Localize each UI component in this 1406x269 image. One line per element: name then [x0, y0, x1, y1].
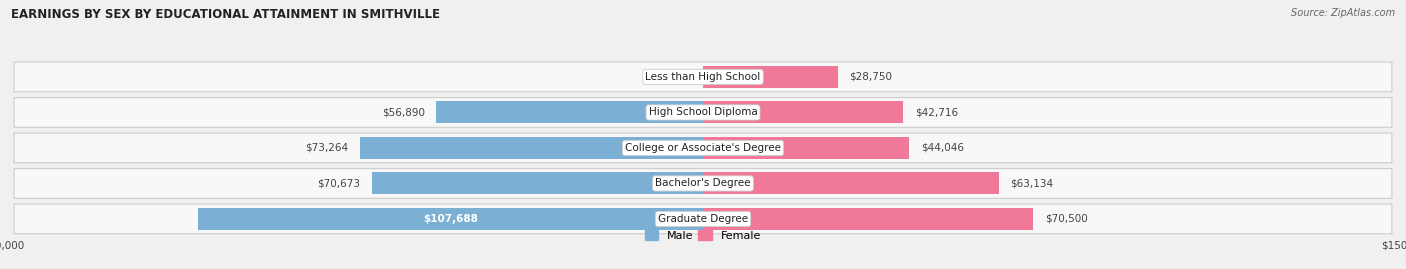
FancyBboxPatch shape [14, 62, 1392, 92]
Bar [198, 208, 703, 230]
Text: College or Associate's Degree: College or Associate's Degree [626, 143, 780, 153]
FancyBboxPatch shape [14, 204, 1392, 234]
Text: $44,046: $44,046 [921, 143, 965, 153]
Bar [703, 101, 903, 123]
Text: $56,890: $56,890 [381, 107, 425, 118]
Bar [703, 137, 910, 159]
Bar [703, 66, 838, 88]
Bar [436, 101, 703, 123]
Bar [360, 137, 703, 159]
Text: $42,716: $42,716 [915, 107, 957, 118]
FancyBboxPatch shape [14, 169, 1392, 198]
FancyBboxPatch shape [14, 133, 1392, 163]
Bar [703, 172, 998, 194]
Text: EARNINGS BY SEX BY EDUCATIONAL ATTAINMENT IN SMITHVILLE: EARNINGS BY SEX BY EDUCATIONAL ATTAINMEN… [11, 8, 440, 21]
Bar [371, 172, 703, 194]
Text: High School Diploma: High School Diploma [648, 107, 758, 118]
Legend: Male, Female: Male, Female [641, 226, 765, 245]
Text: $0: $0 [678, 72, 692, 82]
Text: Less than High School: Less than High School [645, 72, 761, 82]
Text: $70,673: $70,673 [318, 178, 360, 189]
Text: $63,134: $63,134 [1011, 178, 1053, 189]
Text: $73,264: $73,264 [305, 143, 347, 153]
Text: Graduate Degree: Graduate Degree [658, 214, 748, 224]
FancyBboxPatch shape [14, 98, 1392, 127]
Text: $70,500: $70,500 [1045, 214, 1088, 224]
Bar [703, 208, 1033, 230]
Text: Bachelor's Degree: Bachelor's Degree [655, 178, 751, 189]
Text: $28,750: $28,750 [849, 72, 893, 82]
Text: $107,688: $107,688 [423, 214, 478, 224]
Text: Source: ZipAtlas.com: Source: ZipAtlas.com [1291, 8, 1395, 18]
